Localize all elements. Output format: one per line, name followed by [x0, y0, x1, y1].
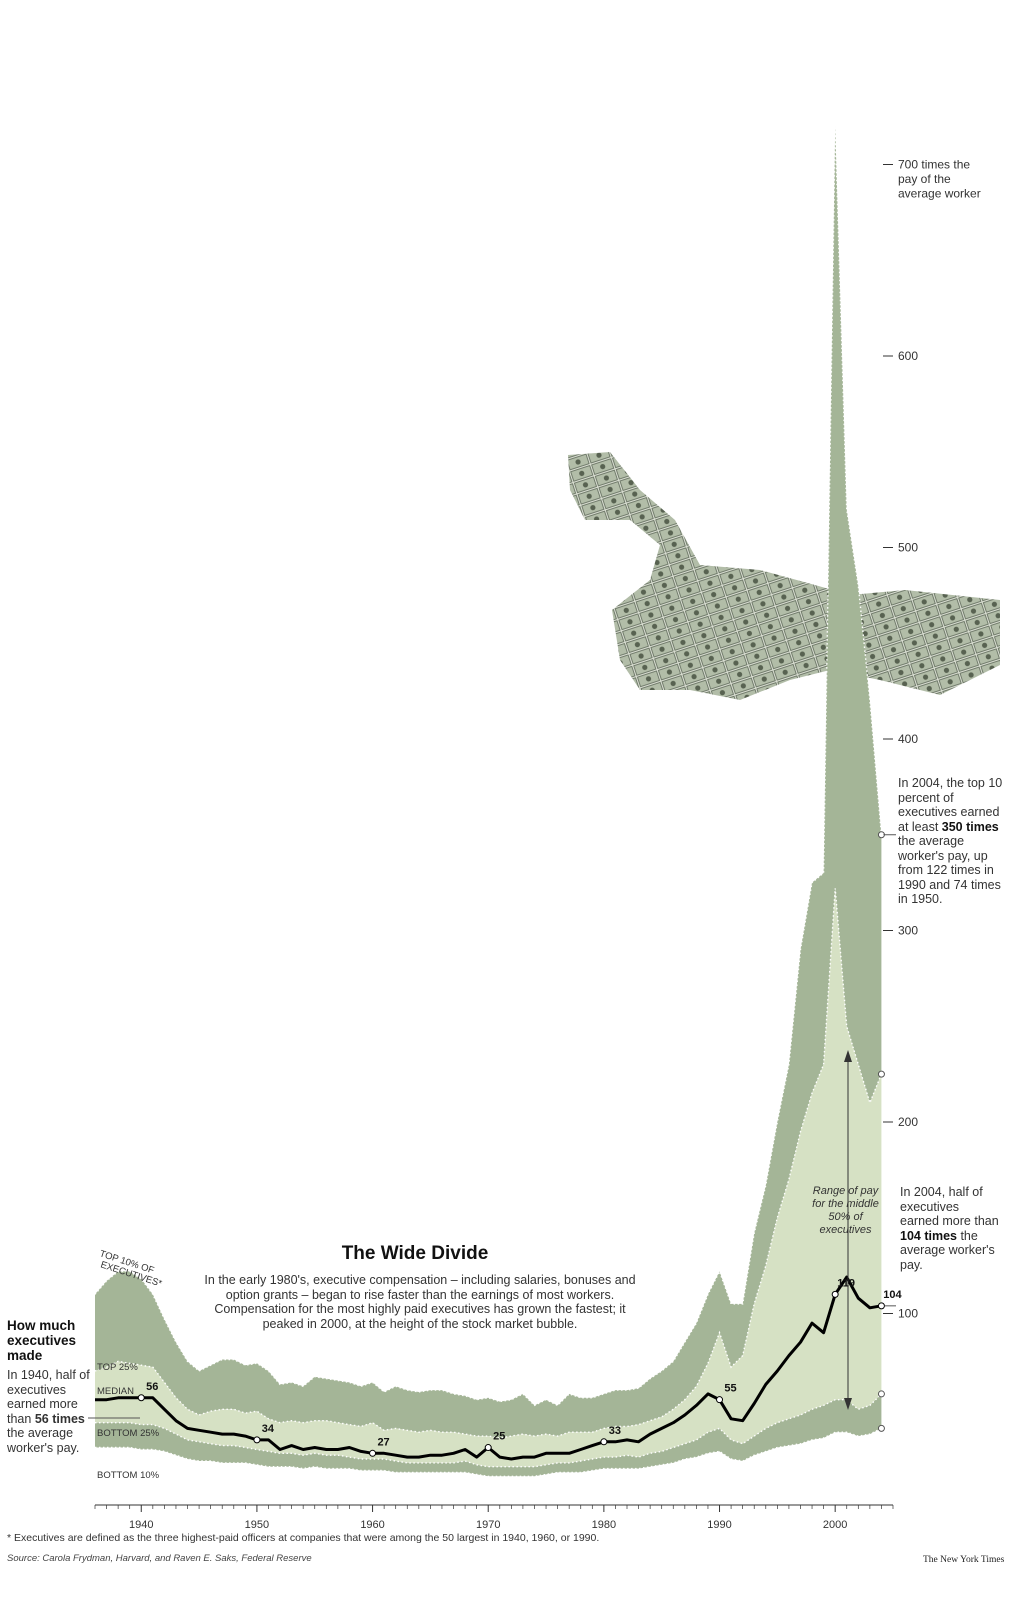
y-tick-label: pay of the — [898, 172, 951, 186]
value-label: 104 — [883, 1289, 902, 1301]
endpoint-marker — [877, 1424, 885, 1432]
series-label: MEDIAN — [97, 1386, 134, 1397]
chart-subtitle: In the early 1980's, executive compensat… — [204, 1273, 636, 1331]
series-edge-4 — [95, 1427, 882, 1477]
value-label: 33 — [609, 1425, 621, 1437]
median-annotation: In 2004, half of executives earned more … — [900, 1185, 999, 1272]
top10-annotation: In 2004, the top 10 percent of executive… — [898, 776, 1003, 906]
series-edge-1 — [94, 888, 883, 1439]
value-label: 27 — [377, 1436, 389, 1448]
how-much-annotation: In 1940, half of executives earned more … — [7, 1368, 90, 1455]
money-bills-illustration — [568, 452, 1000, 700]
median-point — [600, 1438, 608, 1446]
y-tick-label: 600 — [898, 349, 918, 363]
x-tick-label: 1950 — [245, 1519, 269, 1531]
median-point — [369, 1449, 377, 1457]
value-label: 119 — [837, 1277, 855, 1289]
endpoint-marker — [877, 1390, 885, 1398]
series-edge-0 — [94, 126, 883, 1407]
y-tick-label: 500 — [898, 541, 918, 555]
y-tick-label: 100 — [898, 1307, 918, 1321]
x-tick-label: 1960 — [360, 1519, 384, 1531]
y-tick-label: 300 — [898, 924, 918, 938]
series-label: BOTTOM 10% — [97, 1470, 160, 1481]
median-point — [877, 1302, 885, 1310]
median-point — [253, 1436, 261, 1444]
x-tick-label: 2000 — [823, 1519, 847, 1531]
value-label: 25 — [493, 1431, 505, 1443]
y-tick-label: average worker — [898, 187, 981, 201]
how-much-heading: How much executives made — [7, 1318, 77, 1363]
x-tick-label: 1970 — [476, 1519, 500, 1531]
value-label: 56 — [146, 1381, 158, 1393]
footnote: * Executives are defined as the three hi… — [7, 1532, 600, 1544]
x-tick-label: 1990 — [707, 1519, 731, 1531]
series-label: TOP 25% — [97, 1362, 138, 1373]
median-point — [137, 1394, 145, 1402]
median-point — [831, 1290, 839, 1298]
credit-logo: The New York Times — [923, 1555, 1005, 1565]
series-label: BOTTOM 25% — [97, 1428, 160, 1439]
x-tick-label: 1940 — [129, 1519, 153, 1531]
range-arrow-head-top — [844, 1050, 852, 1062]
middle50-band — [95, 888, 882, 1467]
value-label: 55 — [724, 1383, 736, 1395]
range-note: Range of pay for the middle 50% of execu… — [812, 1185, 879, 1236]
top10-band — [95, 126, 882, 1439]
y-tick-label: 400 — [898, 732, 918, 746]
source-note: Source: Carola Frydman, Harvard, and Rav… — [7, 1553, 312, 1564]
y-tick-label: 200 — [898, 1115, 918, 1129]
y-tick-label: 700 times the — [898, 158, 970, 172]
bottom-band — [95, 1393, 882, 1477]
median-point — [484, 1444, 492, 1452]
range-arrow-head-bottom — [844, 1398, 852, 1410]
endpoint-marker — [877, 1070, 885, 1078]
chart-title: The Wide Divide — [341, 1243, 489, 1264]
median-point — [716, 1396, 724, 1404]
x-tick-label: 1980 — [592, 1519, 616, 1531]
value-label: 34 — [262, 1423, 275, 1435]
